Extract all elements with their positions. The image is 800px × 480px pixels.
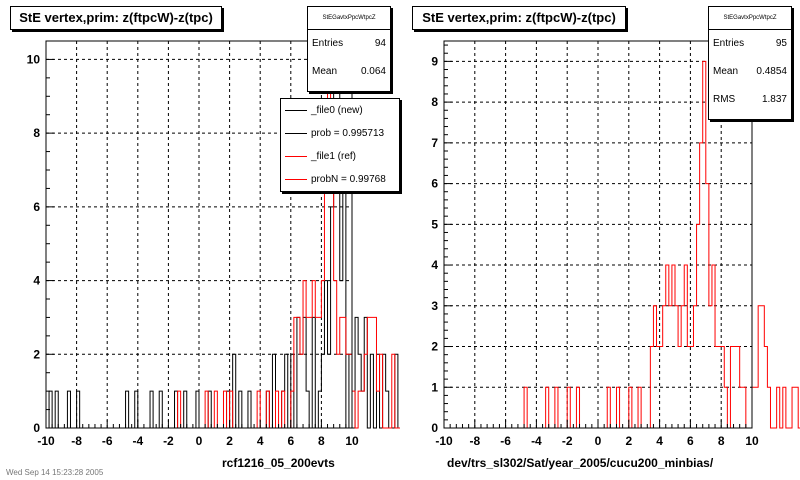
y-tick-label: 1	[431, 380, 438, 394]
stats-label: Entries	[713, 38, 745, 49]
legend-entry-ref: _file1 (ref)	[281, 145, 399, 168]
y-tick-label: 9	[431, 54, 438, 68]
stats-row-entries: Entries 95	[709, 30, 791, 58]
legend-line-black	[285, 133, 307, 134]
legend-entry-prob: prob = 0.995713	[281, 122, 399, 145]
x-tick-label: 8	[318, 434, 325, 448]
y-tick-label: 3	[431, 299, 438, 313]
x-tick-label: 10	[345, 434, 359, 448]
x-tick-label: 0	[196, 434, 203, 448]
y-tick-label: 0	[33, 421, 40, 435]
y-tick-label: 10	[27, 52, 41, 66]
legend-line-red	[285, 179, 307, 180]
stats-label: RMS	[713, 94, 736, 105]
plot-title: StE vertex,prim: z(ftpcW)-z(tpc)	[412, 6, 626, 30]
x-tick-label: 8	[718, 434, 725, 448]
plot-title: StE vertex,prim: z(ftpcW)-z(tpc)	[10, 6, 222, 30]
y-tick-label: 4	[33, 274, 40, 288]
y-tick-label: 2	[431, 340, 438, 354]
x-tick-label: 6	[687, 434, 694, 448]
x-tick-label: 4	[656, 434, 663, 448]
stats-value: 1.837	[761, 94, 787, 105]
stats-row-mean: Mean 0.064	[308, 58, 390, 86]
x-axis-label: rcf1216_05_200evts	[222, 456, 335, 470]
x-tick-label: -10	[37, 434, 55, 448]
x-tick-label: 2	[625, 434, 632, 448]
legend-label: probN = 0.99768	[311, 174, 386, 185]
stats-box: StEGavtxPpcWtpcZ Entries 94 Mean 0.064	[307, 6, 391, 92]
stats-row-rms: RMS 1.837	[709, 86, 791, 114]
x-tick-label: 0	[595, 434, 602, 448]
legend-line-red	[285, 156, 307, 157]
right-plot-canvas: -10 -8 -6 -4 -2 0 2 4 6 8 10 0 1 2 3 4 5 6 7 8 9	[431, 40, 800, 448]
x-tick-label: -10	[435, 434, 453, 448]
y-tick-label: 2	[33, 347, 40, 361]
legend-entry-probn: probN = 0.99768	[281, 168, 399, 191]
footer-timestamp: Wed Sep 14 15:23:28 2005	[6, 468, 104, 477]
x-tick-label: 10	[745, 434, 759, 448]
x-tick-label: -6	[102, 434, 113, 448]
legend-label: _file0 (new)	[311, 105, 363, 116]
legend-label: prob = 0.995713	[311, 128, 385, 139]
y-tick-label: 7	[431, 136, 438, 150]
y-tick-label: 0	[431, 421, 438, 435]
legend-label: _file1 (ref)	[311, 151, 357, 162]
legend-entry-new: _file0 (new)	[281, 99, 399, 122]
x-tick-label: 6	[287, 434, 294, 448]
stats-box: StEGavtxPpcWtpcZ Entries 95 Mean 0.4854 …	[708, 6, 792, 120]
y-tick-label: 5	[431, 217, 438, 231]
stats-label: Mean	[312, 66, 338, 77]
legend-line-black	[285, 110, 307, 111]
right-histogram-pad: -10 -8 -6 -4 -2 0 2 4 6 8 10 0 1 2 3 4 5 6 7 8 9 StE vertex,…	[400, 0, 800, 480]
x-tick-label: -4	[132, 434, 143, 448]
stats-value: 0.064	[360, 66, 386, 77]
left-histogram-pad: -10 -8 -6 -4 -2 0 2 4 6 8 10 0 2 4 6 8 10 StE vertex,pri…	[6, 6, 400, 477]
y-tick-label: 6	[431, 177, 438, 191]
x-tick-label: -4	[531, 434, 542, 448]
x-tick-label: -6	[500, 434, 511, 448]
y-tick-label: 6	[33, 200, 40, 214]
x-tick-label: 2	[226, 434, 233, 448]
histogram-series-ref	[444, 60, 800, 429]
stats-header: StEGavtxPpcWtpcZ	[308, 7, 390, 30]
histogram-series-new	[46, 58, 400, 429]
left-plot-canvas: -10 -8 -6 -4 -2 0 2 4 6 8 10 0 2 4 6 8 10	[27, 40, 400, 448]
y-tick-label: 4	[431, 258, 438, 272]
stats-value: 0.4854	[756, 66, 787, 77]
stats-row-entries: Entries 94	[308, 30, 390, 58]
stats-header: StEGavtxPpcWtpcZ	[709, 7, 791, 30]
y-tick-label: 8	[431, 95, 438, 109]
x-tick-label: -2	[163, 434, 174, 448]
stats-value: 94	[374, 38, 386, 49]
x-axis-label: dev/trs_sl302/Sat/year_2005/cucu200_minb…	[447, 456, 714, 470]
stats-row-mean: Mean 0.4854	[709, 58, 791, 86]
x-tick-label: -8	[71, 434, 82, 448]
x-tick-label: 4	[257, 434, 264, 448]
x-tick-label: -8	[469, 434, 480, 448]
stats-value: 95	[775, 38, 787, 49]
stats-label: Mean	[713, 66, 739, 77]
legend: _file0 (new) prob = 0.995713 _file1 (ref…	[280, 98, 400, 192]
y-tick-label: 8	[33, 126, 40, 140]
x-tick-label: -2	[562, 434, 573, 448]
stats-label: Entries	[312, 38, 344, 49]
